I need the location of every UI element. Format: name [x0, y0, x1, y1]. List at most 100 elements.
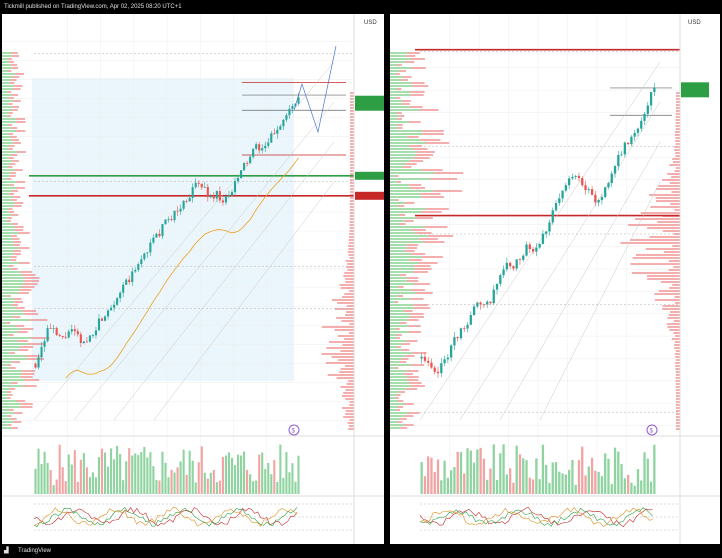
candle-body[interactable] — [492, 289, 495, 304]
candle-body[interactable] — [170, 219, 173, 221]
candle-body[interactable] — [502, 269, 505, 276]
candle-body[interactable] — [191, 187, 194, 198]
candle-body[interactable] — [270, 133, 273, 143]
candle-body[interactable] — [545, 231, 548, 234]
candle-body[interactable] — [613, 166, 617, 174]
candle-body[interactable] — [482, 304, 486, 306]
candle-body[interactable] — [176, 210, 179, 212]
candle-body[interactable] — [252, 148, 255, 157]
candle-body[interactable] — [548, 222, 551, 232]
candle-body[interactable] — [155, 233, 158, 238]
candle-body[interactable] — [610, 173, 613, 184]
candle-body[interactable] — [46, 328, 49, 342]
candle-body[interactable] — [209, 195, 212, 198]
candle-body[interactable] — [158, 233, 161, 237]
candle-body[interactable] — [261, 148, 264, 151]
candle-body[interactable] — [267, 142, 270, 146]
candle-body[interactable] — [227, 195, 231, 197]
candle-body[interactable] — [85, 341, 88, 343]
candle-body[interactable] — [590, 189, 594, 195]
candle-body[interactable] — [200, 183, 203, 188]
candle-body[interactable] — [276, 129, 279, 134]
candle-body[interactable] — [55, 328, 58, 335]
candle-body[interactable] — [453, 337, 456, 346]
candle-body[interactable] — [79, 334, 82, 344]
candle-body[interactable] — [505, 262, 509, 270]
candle-body[interactable] — [288, 108, 291, 116]
candle-body[interactable] — [137, 264, 140, 270]
candle-body[interactable] — [427, 360, 430, 363]
candle-body[interactable] — [194, 182, 197, 188]
candle-body[interactable] — [279, 126, 282, 130]
candle-body[interactable] — [508, 262, 512, 267]
candle-body[interactable] — [100, 318, 104, 321]
candle-body[interactable] — [224, 196, 228, 203]
candle-body[interactable] — [430, 362, 433, 368]
candle-body[interactable] — [581, 178, 584, 186]
candle-body[interactable] — [554, 203, 558, 211]
candle-body[interactable] — [161, 224, 164, 237]
candle-body[interactable] — [91, 335, 95, 337]
candle-body[interactable] — [528, 244, 531, 250]
candle-body[interactable] — [203, 186, 206, 188]
candle-body[interactable] — [70, 329, 73, 332]
candle-body[interactable] — [255, 144, 258, 149]
candle-body[interactable] — [512, 266, 515, 269]
candle-body[interactable] — [577, 175, 581, 179]
candle-body[interactable] — [236, 177, 240, 182]
candle-body[interactable] — [103, 316, 107, 321]
candle-body[interactable] — [617, 155, 620, 167]
candle-body[interactable] — [116, 298, 119, 305]
candle-body[interactable] — [486, 301, 489, 305]
candle-body[interactable] — [179, 208, 182, 212]
right-chart-svg[interactable]: USD $ — [390, 14, 720, 544]
candle-body[interactable] — [463, 328, 466, 330]
candle-body[interactable] — [551, 210, 554, 223]
candle-body[interactable] — [567, 178, 571, 186]
candle-body[interactable] — [88, 335, 91, 342]
candle-body[interactable] — [61, 335, 64, 337]
candle-body[interactable] — [649, 92, 653, 106]
candle-body[interactable] — [82, 341, 85, 344]
candle-body[interactable] — [215, 191, 218, 199]
candle-body[interactable] — [206, 186, 209, 198]
candle-body[interactable] — [489, 301, 492, 304]
candle-body[interactable] — [541, 233, 545, 244]
candle-body[interactable] — [173, 210, 176, 221]
candle-body[interactable] — [600, 197, 604, 201]
candle-body[interactable] — [466, 324, 469, 329]
candle-body[interactable] — [538, 243, 541, 248]
candle-body[interactable] — [40, 346, 43, 358]
candle-body[interactable] — [561, 190, 564, 199]
candle-body[interactable] — [197, 182, 200, 184]
event-icon[interactable] — [646, 424, 658, 436]
right-chart-panel[interactable]: USD $ — [390, 14, 720, 544]
candle-body[interactable] — [97, 318, 101, 331]
candle-body[interactable] — [587, 189, 590, 191]
candle-body[interactable] — [584, 185, 587, 191]
candle-body[interactable] — [134, 269, 137, 272]
candle-body[interactable] — [515, 259, 518, 269]
candle-body[interactable] — [646, 105, 649, 114]
candle-body[interactable] — [574, 175, 577, 177]
candle-body[interactable] — [440, 363, 443, 374]
candle-body[interactable] — [264, 145, 267, 149]
candle-body[interactable] — [128, 279, 131, 283]
candle-body[interactable] — [113, 304, 116, 308]
candle-body[interactable] — [531, 249, 535, 252]
candle-body[interactable] — [604, 187, 607, 198]
candle-body[interactable] — [182, 200, 185, 209]
candle-body[interactable] — [643, 113, 646, 121]
candle-body[interactable] — [188, 197, 191, 202]
candle-body[interactable] — [94, 330, 98, 336]
candle-body[interactable] — [258, 144, 261, 151]
candle-body[interactable] — [558, 198, 561, 204]
candle-body[interactable] — [633, 132, 636, 137]
candle-body[interactable] — [420, 356, 423, 359]
candle-body[interactable] — [143, 253, 146, 260]
left-chart-panel[interactable]: USD $ — [2, 14, 384, 544]
candle-body[interactable] — [282, 119, 285, 127]
candle-body[interactable] — [499, 275, 502, 284]
candle-body[interactable] — [49, 328, 52, 329]
candle-body[interactable] — [297, 97, 300, 104]
